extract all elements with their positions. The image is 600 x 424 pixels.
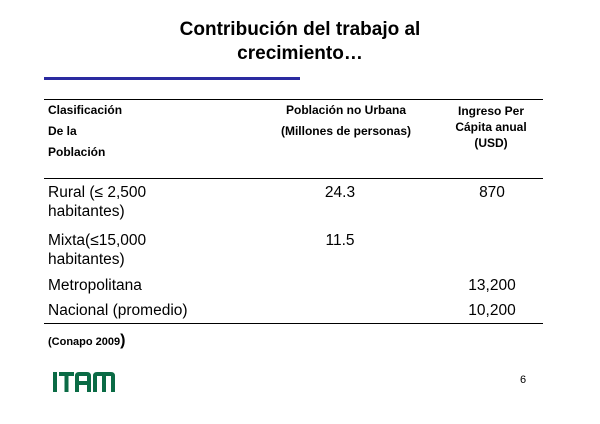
row-poblacion: 24.3 [324,184,356,201]
header-rule [44,178,543,179]
header-poblacion: Población no Urbana (Millones de persona… [280,103,412,138]
page-number: 6 [520,374,527,386]
row-clasificacion: Rural (≤ 2,500 [48,184,147,201]
row-clasificacion: Mixta(≤15,000 [48,232,147,249]
row-ingreso: 10,200 [468,302,516,319]
row-clasificacion: habitantes) [48,203,125,220]
source-note: (Conapo 2009) [48,332,126,349]
row-poblacion: 11.5 [325,232,355,249]
table-row: Mixta(≤15,000 habitantes) [48,231,146,269]
table-row: Rural (≤ 2,500 habitantes) [48,183,146,221]
row-clasificacion: Nacional (promedio) [48,302,188,319]
itam-logo [53,368,117,399]
title-line-2: crecimiento… [237,43,363,64]
row-clasificacion: habitantes) [48,251,125,268]
title-underline [44,77,300,80]
row-ingreso: 13,200 [468,277,516,294]
header-ingreso: Ingreso Per Cápita anual (USD) [455,104,527,150]
table-row: Nacional (promedio) [48,301,188,320]
row-clasificacion: Metropolitana [48,277,142,294]
slide-title: Contribución del trabajo al crecimiento… [0,18,600,66]
row-ingreso: 870 [479,184,505,201]
header-clasificacion: Clasificación De la Población [48,103,123,159]
table-bottom-rule [44,323,543,324]
table-row: Metropolitana [48,276,142,295]
title-line-1: Contribución del trabajo al [179,19,421,40]
table-top-rule [44,99,543,100]
